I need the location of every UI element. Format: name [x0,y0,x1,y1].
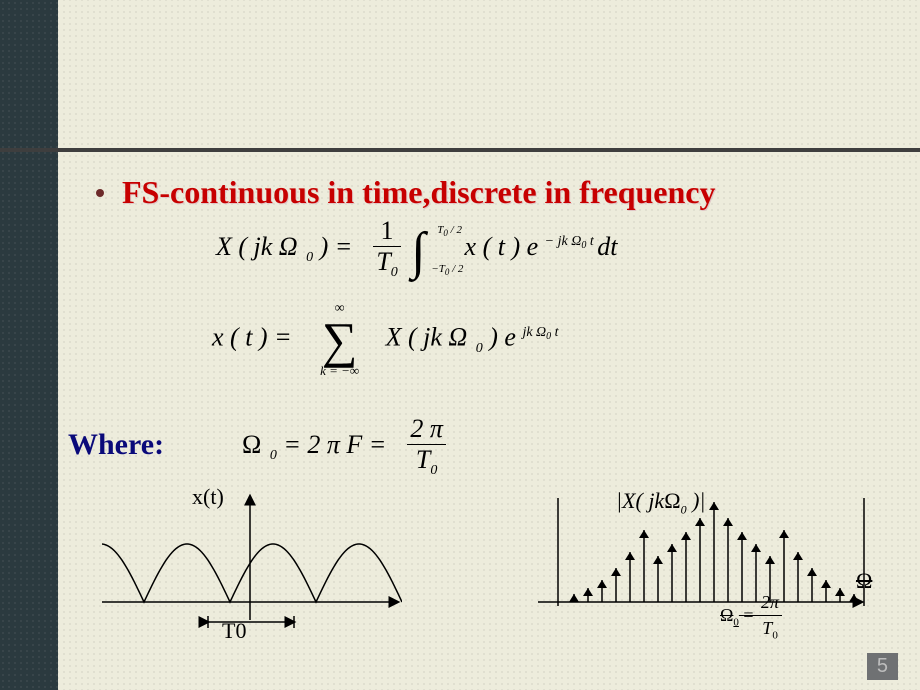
spec-eq-num: 2π [758,592,782,616]
spectrum-omega-eq: Ω0 = 2π T0 [720,592,782,642]
f2-sum-bot: k = −∞ [315,364,365,377]
page-title: FS-continuous in time,discrete in freque… [122,174,715,211]
f3-eq: = 2 π F = [283,430,386,459]
f1-llim-post: / 2 [449,263,463,275]
f1-frac-1overT0: 1 T0 [373,218,400,280]
f2-mid: X ( jk Ω [386,322,468,351]
f3-frac: 2 π T0 [407,416,446,478]
f1-frac-num: 1 [373,218,400,247]
f1-frac-den-T: T [376,247,390,276]
f1-llim-T: −T [431,263,445,275]
f1-ulim-post: / 2 [448,224,462,236]
spec-eq-den-T: T [762,618,772,638]
f1-exp-post: t [586,234,593,249]
spectrum-chart [538,490,868,640]
time-chart-period-label: T0 [222,618,246,644]
f1-exp: − jk Ω0 t [545,234,598,249]
time-domain-chart [102,490,402,640]
f2-exp-post: t [551,325,558,340]
where-label: Where: [68,428,164,462]
f2-after: ) e [489,322,516,351]
bullet-icon [96,189,104,197]
f3-frac-num: 2 π [407,416,446,445]
f1-ulim: T0 / 2 [437,225,462,238]
page-number: 5 [867,653,898,680]
spec-eq-lhs: Ω [720,605,733,625]
spectrum-axis-label: Ω [856,568,872,594]
f1-integral: T0 / 2 ∫ −T0 / 2 [411,227,425,271]
spec-eq-den: T0 [758,616,782,642]
f3-Omega: Ω [242,430,261,459]
f2-sub0: 0 [476,341,483,356]
title-row: FS-continuous in time,discrete in freque… [96,174,715,211]
horizontal-rule [0,148,920,152]
f2-exp-pre: jk Ω [522,325,546,340]
f1-close-eq: ) = [320,232,353,261]
f1-frac-den: T0 [373,247,400,280]
spec-eq-frac: 2π T0 [758,592,782,642]
formula-synthesis: x ( t ) = ∞ ∑ k = −∞ X ( jk Ω 0 ) e jk Ω… [212,302,559,377]
formula-analysis: X ( jk Ω 0 ) = 1 T0 T0 / 2 ∫ −T0 / 2 x (… [216,218,617,280]
f1-llim: −T0 / 2 [431,264,463,277]
f3-frac-den: T0 [407,445,446,478]
formula-omega: Ω 0 = 2 π F = 2 π T0 [242,416,446,478]
f3-frac-den-T: T [416,445,430,474]
f2-lhs: x ( t ) = [212,322,292,351]
f2-sum: ∞ ∑ k = −∞ [315,302,365,377]
integral-icon: ∫ [411,223,425,280]
f1-integrand: x ( t ) e [465,232,539,261]
f1-lhs: X ( jk Ω [216,232,298,261]
f1-dt: dt [597,232,617,261]
left-panel [0,0,58,690]
sigma-icon: ∑ [315,316,365,364]
f1-exp-pre: − jk Ω [545,234,582,249]
f1-sub0-a: 0 [306,250,313,265]
f2-exp: jk Ω0 t [522,325,558,340]
